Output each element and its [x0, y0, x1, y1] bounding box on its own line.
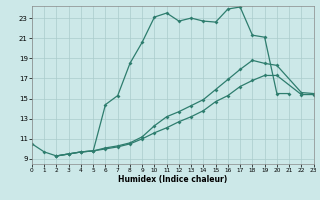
X-axis label: Humidex (Indice chaleur): Humidex (Indice chaleur) — [118, 175, 228, 184]
